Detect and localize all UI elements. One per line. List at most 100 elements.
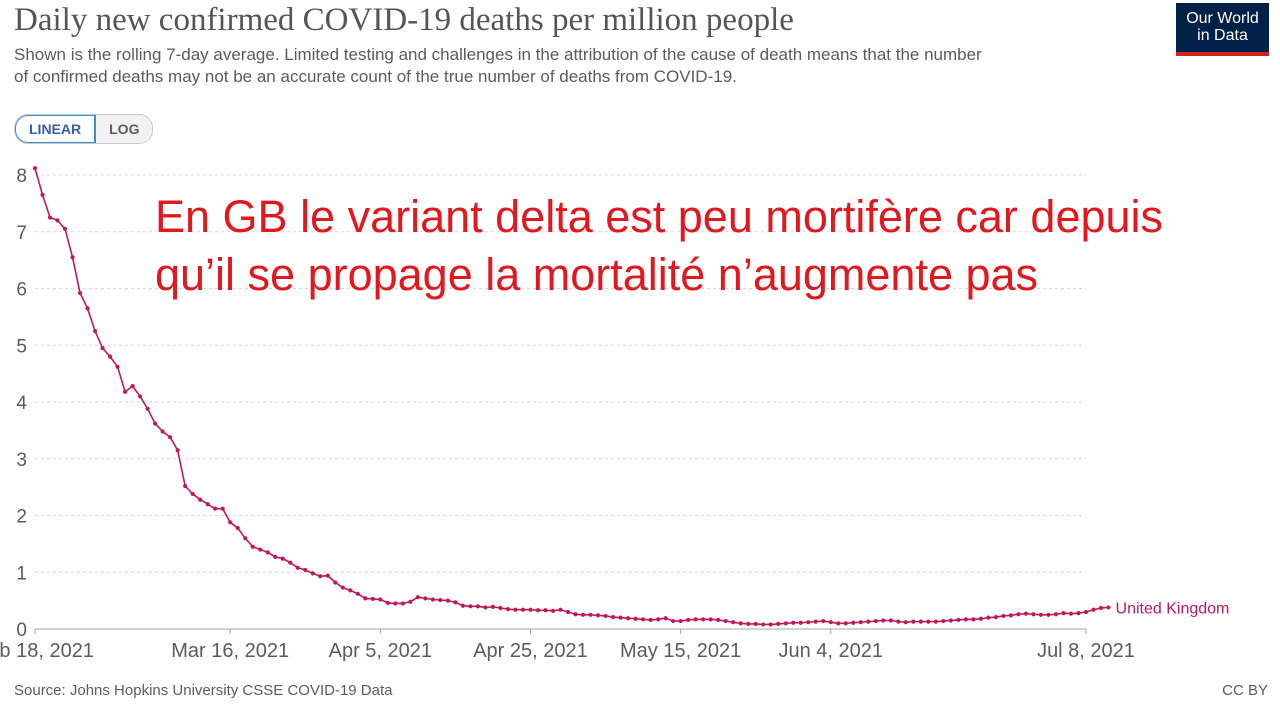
owid-logo[interactable]: Our World in Data xyxy=(1176,3,1269,56)
data-point xyxy=(1053,612,1059,617)
data-point xyxy=(768,622,773,627)
data-point xyxy=(363,596,368,601)
data-point xyxy=(348,588,353,593)
data-point xyxy=(115,364,120,369)
data-point xyxy=(640,617,646,622)
x-tick-label: Apr 25, 2021 xyxy=(473,640,588,662)
data-point xyxy=(483,605,488,610)
data-point xyxy=(460,603,466,608)
data-point xyxy=(393,601,398,606)
data-point xyxy=(265,550,270,555)
data-point xyxy=(776,621,781,626)
data-point xyxy=(355,591,360,596)
data-point xyxy=(655,617,661,622)
data-point xyxy=(828,620,833,625)
x-tick-label: Jun 4, 2021 xyxy=(778,640,883,662)
data-point xyxy=(843,621,848,626)
data-point xyxy=(168,435,173,440)
chart-subtitle: Shown is the rolling 7-day average. Limi… xyxy=(14,44,1124,88)
data-point xyxy=(971,617,976,622)
data-point xyxy=(836,621,841,626)
x-tick-label: Mar 16, 2021 xyxy=(171,640,289,662)
x-tick-label: Apr 5, 2021 xyxy=(329,640,432,662)
y-tick-label: 5 xyxy=(16,336,27,357)
data-point xyxy=(400,601,405,606)
data-point xyxy=(565,609,571,615)
data-point xyxy=(1068,611,1074,616)
data-point xyxy=(903,620,908,625)
data-point xyxy=(190,491,195,497)
linear-scale-button[interactable]: LINEAR xyxy=(15,115,97,143)
source-note[interactable]: Source: Johns Hopkins University CSSE CO… xyxy=(14,682,393,699)
data-point xyxy=(573,612,578,617)
data-point xyxy=(686,617,691,623)
data-point xyxy=(678,618,683,624)
data-point xyxy=(520,607,526,612)
data-point xyxy=(243,536,248,541)
data-point xyxy=(288,560,293,565)
data-point xyxy=(978,616,984,621)
gridlines xyxy=(35,174,1086,573)
data-point xyxy=(378,597,383,602)
data-point xyxy=(138,394,143,399)
data-point xyxy=(851,620,856,625)
y-tick-label: 2 xyxy=(16,507,27,528)
subtitle-line-2: of confirmed deaths may not be an accura… xyxy=(14,67,737,86)
data-point xyxy=(813,619,818,624)
y-tick-label: 1 xyxy=(16,563,27,584)
data-point xyxy=(1061,611,1066,616)
data-point xyxy=(325,573,330,578)
data-point xyxy=(588,612,593,617)
data-point xyxy=(1046,612,1051,617)
data-point xyxy=(107,354,113,359)
y-tick-label: 7 xyxy=(16,223,27,244)
y-tick-label: 3 xyxy=(16,450,27,471)
data-point xyxy=(235,525,240,531)
data-point xyxy=(468,604,473,609)
data-point xyxy=(408,599,413,604)
data-point xyxy=(220,506,225,511)
data-point xyxy=(866,619,871,624)
data-point xyxy=(1008,613,1014,618)
data-point xyxy=(385,600,390,605)
data-point xyxy=(896,619,901,624)
subtitle-line-1: Shown is the rolling 7-day average. Limi… xyxy=(14,45,982,64)
data-point xyxy=(100,345,105,351)
data-point xyxy=(490,604,496,609)
data-point xyxy=(580,612,586,617)
data-point xyxy=(280,556,285,561)
data-point xyxy=(888,618,893,623)
data-point xyxy=(1076,611,1081,616)
data-point xyxy=(333,580,338,585)
axes: 0 1 2 3 4 5 6 7 8 Feb 18, 2021 Mar 16, 2021 Apr 5, … xyxy=(0,166,1135,662)
data-point xyxy=(505,607,511,612)
data-point xyxy=(213,506,218,511)
data-point xyxy=(963,617,968,622)
data-point xyxy=(32,166,38,171)
data-point xyxy=(671,618,676,624)
data-point xyxy=(250,544,255,549)
y-tick-label: 6 xyxy=(16,280,27,301)
data-point xyxy=(753,621,758,626)
scale-toggle: LINEAR LOG xyxy=(14,114,154,144)
log-scale-button[interactable]: LOG xyxy=(96,115,153,143)
data-point xyxy=(1001,613,1006,619)
data-point xyxy=(145,406,150,411)
data-point xyxy=(85,306,90,311)
data-point xyxy=(550,608,556,613)
data-point xyxy=(370,596,375,602)
data-point xyxy=(153,421,158,426)
x-tick-label: Feb 18, 2021 xyxy=(0,640,94,662)
data-point xyxy=(295,565,300,570)
data-point xyxy=(986,615,991,620)
license-link[interactable]: CC BY xyxy=(1222,682,1268,699)
data-point xyxy=(273,554,278,560)
data-point xyxy=(873,618,878,624)
chart-title: Daily new confirmed COVID-19 deaths per … xyxy=(14,2,794,38)
data-point xyxy=(130,384,135,389)
data-point xyxy=(693,617,698,622)
data-point xyxy=(783,621,788,626)
data-point xyxy=(716,617,721,623)
data-point xyxy=(625,616,631,621)
y-tick-label: 0 xyxy=(16,620,27,641)
